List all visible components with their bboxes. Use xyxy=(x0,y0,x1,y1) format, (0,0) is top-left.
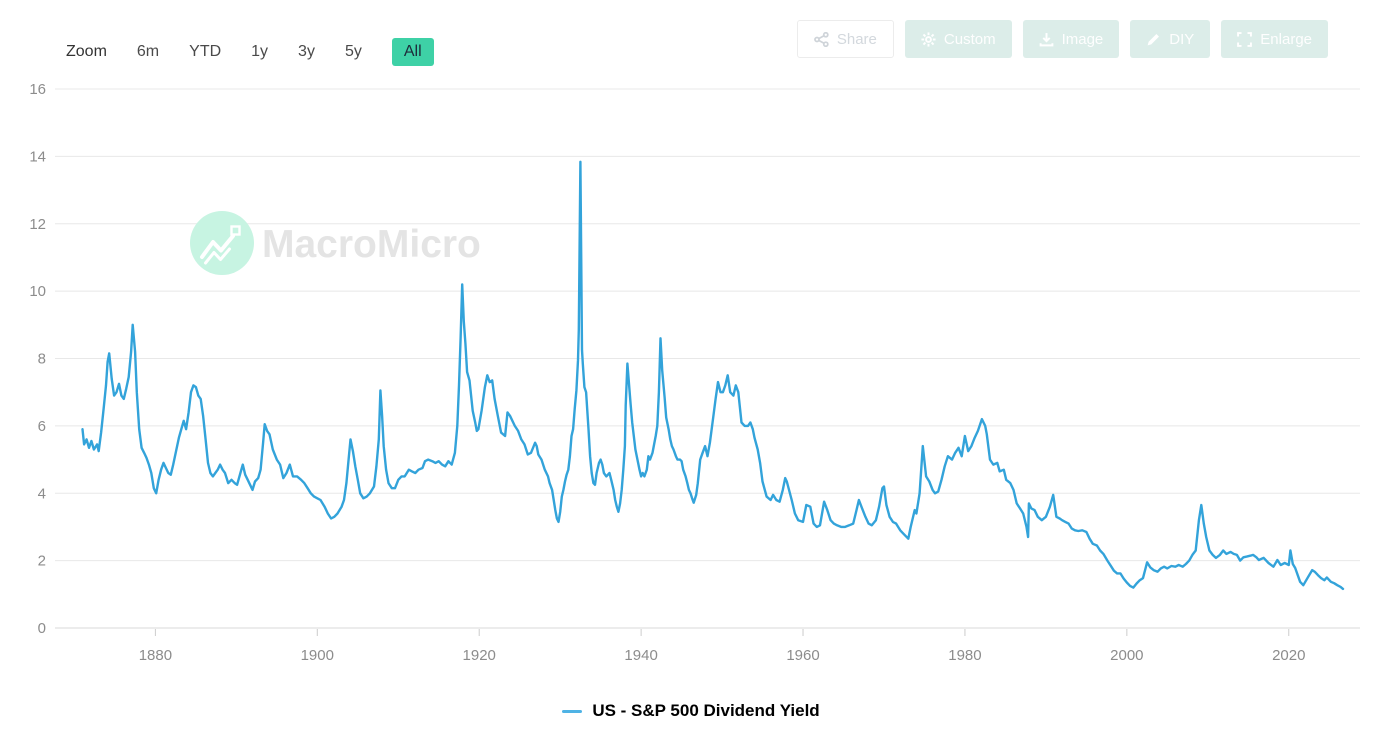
chart-action-buttons: Share Custom Image DIY xyxy=(796,20,1328,58)
diy-button[interactable]: DIY xyxy=(1130,20,1211,58)
y-axis-label: 10 xyxy=(29,283,46,300)
gear-icon xyxy=(921,31,936,47)
y-axis-label: 12 xyxy=(29,216,46,233)
series-line-dividend-yield[interactable] xyxy=(81,160,1345,591)
x-axis-label: 1940 xyxy=(624,647,657,664)
enlarge-button[interactable]: Enlarge xyxy=(1221,20,1328,58)
range-3y[interactable]: 3y xyxy=(298,43,315,60)
pencil-icon xyxy=(1147,33,1160,45)
macromicro-watermark: MacroMicro xyxy=(190,211,481,275)
x-axis-label: 1920 xyxy=(463,647,496,664)
watermark-text: MacroMicro xyxy=(262,223,481,266)
diy-button-label: DIY xyxy=(1169,30,1195,48)
image-button[interactable]: Image xyxy=(1022,20,1120,58)
macromicro-logo xyxy=(190,211,254,275)
custom-button-label: Custom xyxy=(943,30,996,48)
range-1y[interactable]: 1y xyxy=(251,43,269,60)
custom-button[interactable]: Custom xyxy=(904,20,1012,58)
x-axis-label: 2020 xyxy=(1272,647,1305,664)
x-axis-label: 2000 xyxy=(1110,647,1143,664)
legend[interactable]: US - S&P 500 Dividend Yield xyxy=(0,701,1382,721)
download-icon xyxy=(1039,32,1053,46)
legend-series-label: US - S&P 500 Dividend Yield xyxy=(592,701,820,720)
x-axis-label: 1880 xyxy=(139,647,172,664)
legend-line-marker xyxy=(562,709,583,713)
zoom-label: Zoom xyxy=(66,43,107,60)
share-button-label: Share xyxy=(836,30,877,48)
range-ytd[interactable]: YTD xyxy=(189,43,222,60)
logo-zigzag-icon xyxy=(200,234,235,259)
enlarge-button-label: Enlarge xyxy=(1260,30,1312,48)
y-axis-label: 0 xyxy=(38,620,46,637)
enlarge-icon xyxy=(1237,31,1253,47)
y-axis-label: 6 xyxy=(38,418,46,435)
share-icon xyxy=(813,31,829,47)
range-6m[interactable]: 6m xyxy=(136,43,160,60)
logo-endpoint-square-icon xyxy=(230,225,241,236)
share-button[interactable]: Share xyxy=(796,20,894,58)
range-5y[interactable]: 5y xyxy=(344,43,362,60)
y-axis-label: 2 xyxy=(38,553,46,570)
logo-zigzag-echo-icon xyxy=(204,247,231,265)
y-axis-label: 4 xyxy=(38,485,46,502)
x-axis-label: 1960 xyxy=(786,647,819,664)
range-all[interactable]: All xyxy=(391,38,434,66)
zoom-range-controls: Zoom 6m YTD 1y 3y 5y All xyxy=(66,38,434,66)
x-axis-label: 1900 xyxy=(301,647,334,664)
y-axis-label: 8 xyxy=(38,351,46,368)
x-axis-label: 1980 xyxy=(948,647,981,664)
y-axis-label: 14 xyxy=(29,148,46,165)
image-button-label: Image xyxy=(1061,30,1104,48)
y-axis-label: 16 xyxy=(29,81,46,98)
